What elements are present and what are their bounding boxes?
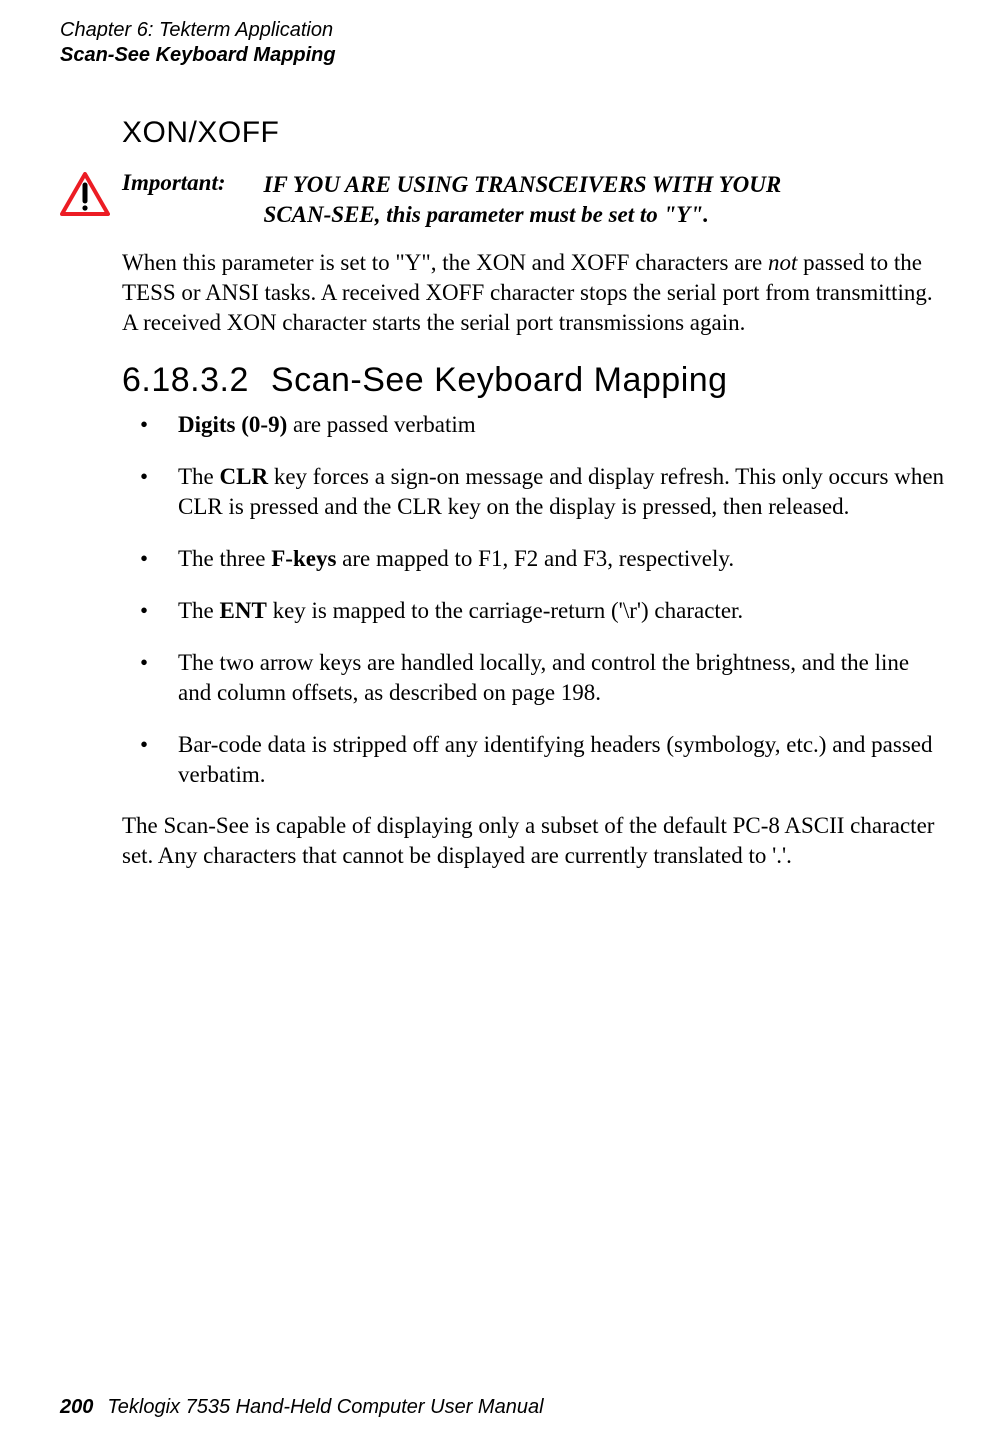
page-header: Chapter 6: Tekterm Application Scan-See … (60, 18, 946, 68)
bullet-text: key is mapped to the carriage-return ('\… (267, 598, 743, 623)
page-footer: 200Teklogix 7535 Hand-Held Computer User… (60, 1396, 544, 1419)
bullet-text: Bar-code data is stripped off any identi… (178, 732, 933, 787)
list-item: Bar-code data is stripped off any identi… (122, 730, 946, 790)
bullet-text: are mapped to F1, F2 and F3, respectivel… (336, 546, 734, 571)
bullet-text: The two arrow keys are handled locally, … (178, 650, 909, 705)
paragraph-xon-desc: When this parameter is set to "Y", the X… (122, 248, 946, 338)
bullet-pre: The (178, 598, 220, 623)
bullet-text: are passed verbatim (287, 412, 475, 437)
header-chapter: Chapter 6: Tekterm Application (60, 18, 946, 43)
important-label: Important: (122, 170, 252, 196)
list-item: The CLR key forces a sign-on message and… (122, 462, 946, 522)
bullet-strong: ENT (220, 598, 267, 623)
important-line2: SCAN-SEE, this parameter must be set to … (264, 202, 709, 227)
para1-before: When this parameter is set to "Y", the X… (122, 250, 768, 275)
list-item: Digits (0-9) are passed verbatim (122, 410, 946, 440)
footer-page-number: 200 (60, 1396, 107, 1418)
bullet-strong: Digits (0-9) (178, 412, 287, 437)
section-heading: 6.18.3.2Scan-See Keyboard Mapping (122, 361, 946, 400)
bullet-strong: F-keys (271, 546, 336, 571)
bullet-pre: The (178, 464, 220, 489)
page-content: XON/XOFF Important: IF YOU ARE USING TRA… (122, 116, 946, 871)
section-number: 6.18.3.2 (122, 361, 271, 399)
xon-xoff-heading: XON/XOFF (122, 116, 946, 150)
list-item: The two arrow keys are handled locally, … (122, 648, 946, 708)
bullet-strong: CLR (220, 464, 269, 489)
section-title: Scan-See Keyboard Mapping (271, 361, 728, 399)
list-item: The three F-keys are mapped to F1, F2 an… (122, 544, 946, 574)
document-page: Chapter 6: Tekterm Application Scan-See … (0, 0, 1006, 1451)
important-note: Important: IF YOU ARE USING TRANSCEIVERS… (122, 170, 946, 230)
important-line1: IF YOU ARE USING TRANSCEIVERS WITH YOUR (264, 172, 782, 197)
header-section: Scan-See Keyboard Mapping (60, 43, 946, 68)
para1-not: not (768, 250, 797, 275)
bullet-pre: The three (178, 546, 271, 571)
paragraph-subset: The Scan-See is capable of displaying on… (122, 811, 946, 871)
list-item: The ENT key is mapped to the carriage-re… (122, 596, 946, 626)
important-text: IF YOU ARE USING TRANSCEIVERS WITH YOUR … (264, 170, 782, 230)
warning-icon (60, 172, 110, 216)
bullet-list: Digits (0-9) are passed verbatim The CLR… (122, 410, 946, 789)
bullet-text: key forces a sign-on message and display… (178, 464, 944, 519)
footer-title: Teklogix 7535 Hand-Held Computer User Ma… (107, 1396, 543, 1418)
